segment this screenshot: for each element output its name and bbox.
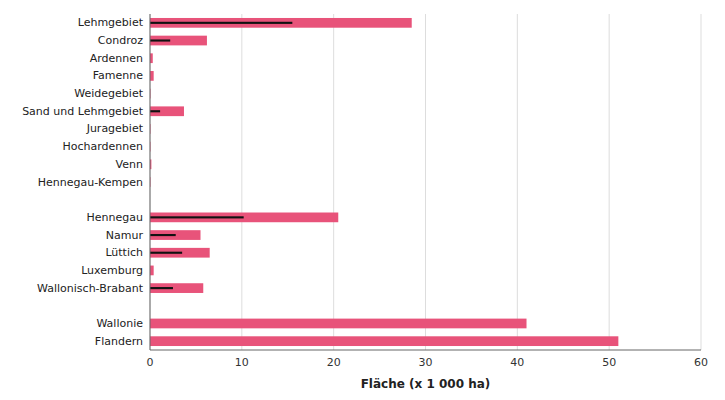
grid-line [425,14,426,350]
y-tick-label: Lüttich [105,246,143,259]
grid-line [241,14,242,350]
bar [150,106,184,116]
y-tick-label: Wallonisch-Brabant [37,282,144,295]
y-tick-label: Venn [116,158,143,171]
x-tick-label: 60 [694,356,708,369]
bar [150,18,412,28]
y-tick-label: Hennegau-Kempen [38,176,143,189]
bar [150,71,154,81]
y-tick-label: Famenne [93,69,143,82]
grid-line [609,14,610,350]
bar [150,283,203,293]
x-axis-label: Fläche (x 1 000 ha) [361,377,491,391]
y-tick-label: Wallonie [96,317,143,330]
y-axis-line [150,14,151,350]
x-tick-label: 40 [510,356,524,369]
grid-line [701,14,702,350]
bar [150,213,338,223]
y-tick-label: Condroz [98,34,143,47]
x-tick-label: 20 [327,356,341,369]
y-tick-label: Sand und Lehmgebiet [22,105,144,118]
bar [150,36,207,46]
background [0,0,725,400]
bar [150,39,170,41]
x-tick-label: 10 [235,356,249,369]
grid [150,14,701,350]
bar [150,287,173,289]
x-axis-line [150,350,701,351]
bar [150,216,244,218]
grid-line [150,14,151,350]
bar [150,110,160,112]
bars [150,18,618,346]
y-tick-label: Hennegau [87,211,143,224]
y-tick-label: Juragebiet [86,122,144,135]
bar [150,248,210,258]
chart: 0 10 20 30 40 50 60 Lehmgebiet Condroz Ardennen Fa… [0,0,725,400]
bar [150,22,292,24]
x-tick-label: 50 [602,356,616,369]
bar [150,234,176,236]
y-tick-label: Namur [106,229,144,242]
y-tick-label: Ardennen [90,52,143,65]
grid-line [333,14,334,350]
x-tick-label: 30 [419,356,433,369]
y-tick-label: Luxemburg [81,264,143,277]
y-tick-label: Lehmgebiet [78,16,144,29]
bar [150,252,182,254]
grid-line [517,14,518,350]
y-tick-label: Weidegebiet [74,87,143,100]
bar [150,230,201,240]
y-tick-label: Hochardennen [62,140,143,153]
bar [150,266,154,276]
bar [150,319,527,329]
y-tick-label: Flandern [95,335,143,348]
bar [150,336,618,346]
x-tick-label: 0 [147,356,154,369]
